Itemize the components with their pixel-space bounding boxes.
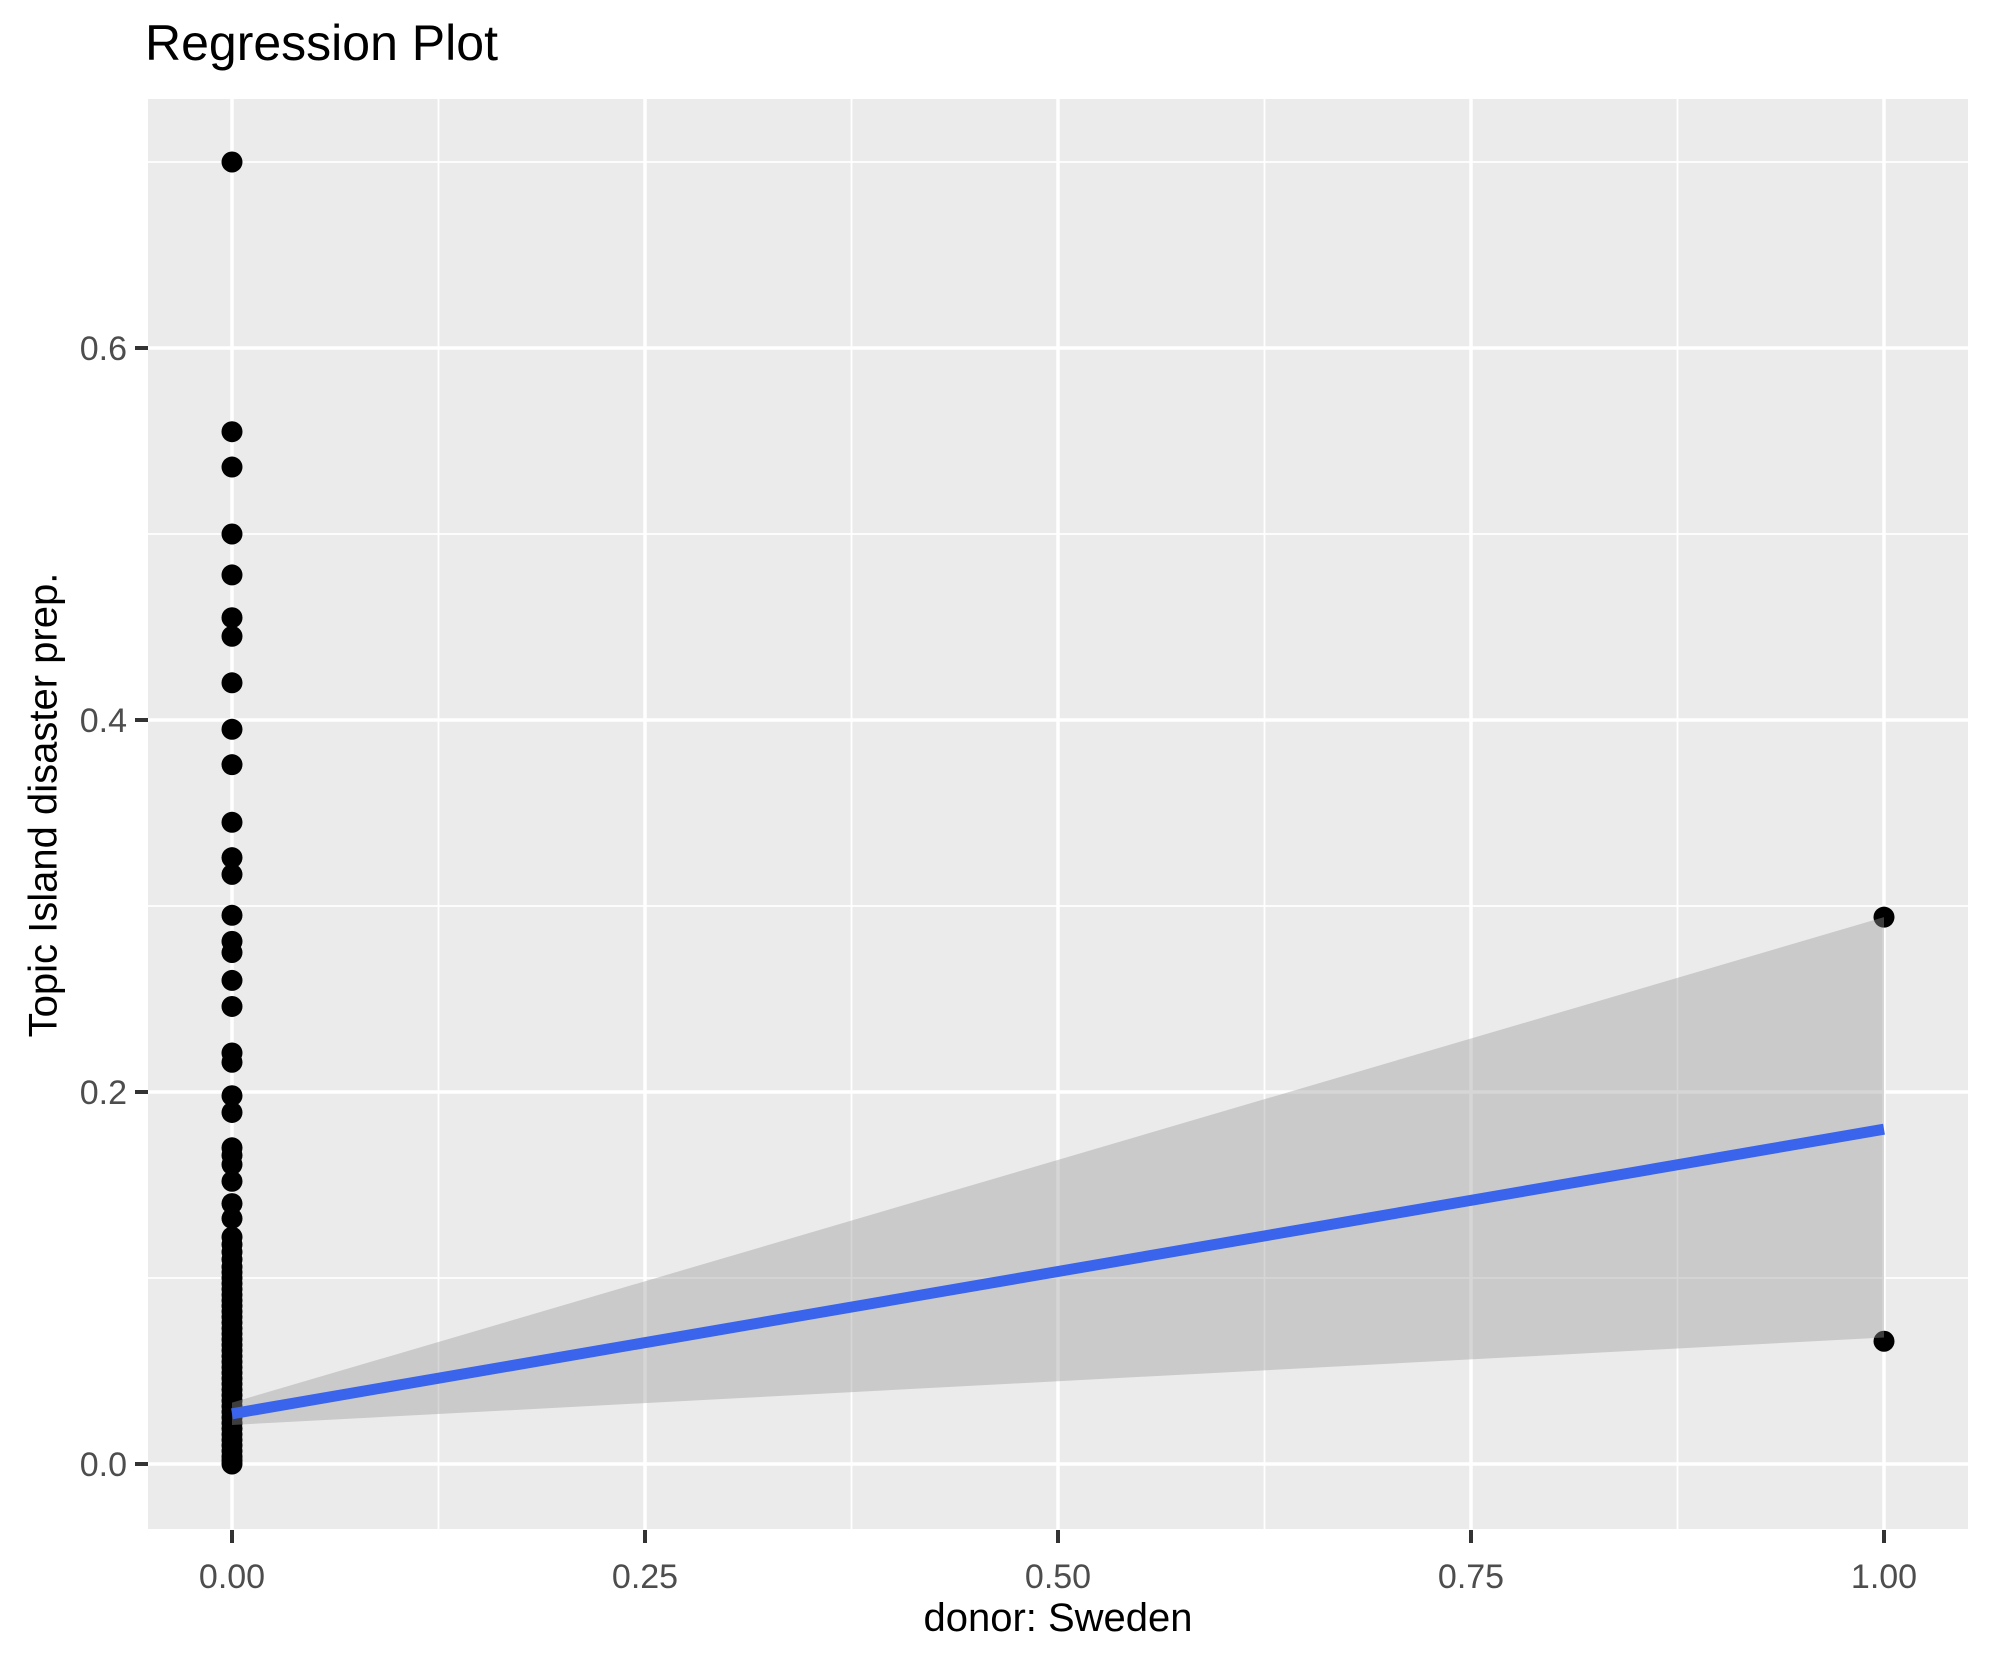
x-tick-label: 0.75 [1438, 1558, 1504, 1596]
y-axis-title: Topic Island disaster prep. [21, 572, 66, 1038]
gridlines-major [148, 99, 1968, 1529]
y-tick-label: 0.0 [80, 1446, 127, 1484]
confidence-ribbon [232, 917, 1884, 1425]
data-point [1873, 906, 1895, 928]
data-point [221, 847, 243, 869]
y-tick-label: 0.4 [80, 702, 127, 740]
data-point [221, 754, 243, 776]
data-point [221, 863, 243, 885]
data-point [221, 421, 243, 443]
x-tick-label: 1.00 [1851, 1558, 1917, 1596]
data-point [221, 1193, 243, 1215]
x-tick-label: 0.00 [199, 1558, 265, 1596]
data-point [221, 151, 243, 173]
x-tick-label: 0.25 [612, 1558, 678, 1596]
data-point [221, 942, 243, 963]
data-point [221, 1154, 243, 1176]
x-axis-title: donor: Sweden [923, 1596, 1193, 1640]
data-point [221, 1101, 243, 1123]
data-point [221, 1207, 243, 1229]
regression-line [231, 1123, 1885, 1420]
y-axis-ticks: 0.0 0.2 0.4 0.6 [80, 330, 148, 1484]
x-axis-ticks: 0.00 0.25 0.50 0.75 1.00 [199, 1530, 1917, 1596]
data-point [221, 607, 243, 629]
data-point [221, 1453, 243, 1475]
y-tick-label: 0.2 [80, 1074, 127, 1112]
data-point [221, 718, 243, 740]
data-point [221, 904, 243, 926]
data-point [221, 969, 243, 991]
data-point [221, 995, 243, 1017]
data-point [221, 672, 243, 694]
data-point [221, 564, 243, 586]
data-point [221, 1085, 243, 1107]
data-point [1873, 1330, 1895, 1352]
y-tick-label: 0.6 [80, 330, 127, 368]
data-point [221, 1170, 243, 1192]
data-point [221, 456, 243, 478]
data-point [221, 1051, 243, 1073]
plot-title: Regression Plot [145, 15, 498, 71]
data-point [221, 523, 243, 545]
data-point [221, 625, 243, 647]
x-tick-label: 0.50 [1025, 1558, 1091, 1596]
data-point [221, 811, 243, 833]
